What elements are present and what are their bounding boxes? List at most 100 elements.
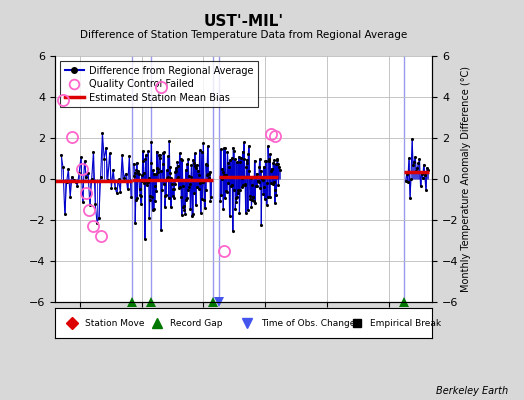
Point: [183, 187, 192, 193]
Point: [249, 194, 257, 200]
Point: [252, 182, 260, 189]
Point: [202, 161, 210, 168]
Point: [203, 143, 212, 150]
Point: [151, 171, 160, 177]
Point: [79, 199, 87, 205]
Point: [107, 184, 116, 191]
Point: [219, 206, 227, 212]
Point: [66, 194, 74, 200]
Point: [208, 176, 216, 183]
Point: [200, 197, 209, 203]
Point: [150, 171, 158, 177]
Point: [412, 168, 420, 174]
Text: Station Move: Station Move: [85, 318, 145, 328]
Point: [223, 188, 231, 195]
Point: [413, 165, 422, 171]
Point: [170, 186, 178, 192]
Point: [148, 194, 156, 200]
Point: [158, 187, 166, 194]
Point: [111, 184, 119, 191]
Point: [254, 178, 263, 184]
Point: [114, 176, 123, 182]
Point: [221, 145, 230, 152]
Point: [167, 175, 176, 182]
Legend: Difference from Regional Average, Quality Control Failed, Estimated Station Mean: Difference from Regional Average, Qualit…: [60, 61, 258, 107]
Point: [168, 192, 177, 199]
Point: [272, 192, 280, 198]
Point: [184, 173, 193, 179]
Point: [185, 184, 193, 190]
Point: [206, 168, 214, 175]
Point: [130, 170, 139, 177]
Point: [411, 154, 419, 160]
Point: [171, 168, 179, 175]
Point: [180, 203, 188, 209]
Point: [273, 155, 281, 162]
Point: [137, 200, 145, 207]
Point: [230, 186, 238, 193]
Point: [423, 164, 431, 171]
Point: [191, 150, 199, 157]
Point: [267, 179, 275, 186]
Point: [201, 205, 209, 211]
Point: [271, 186, 280, 193]
Point: [265, 158, 273, 164]
Text: Berkeley Earth: Berkeley Earth: [436, 386, 508, 396]
Point: [245, 143, 253, 149]
Point: [163, 174, 172, 180]
Point: [188, 211, 196, 217]
Point: [262, 158, 270, 164]
Point: [228, 154, 236, 161]
Text: Difference of Station Temperature Data from Regional Average: Difference of Station Temperature Data f…: [80, 30, 407, 40]
Point: [167, 204, 175, 211]
Point: [133, 195, 141, 201]
Point: [217, 192, 225, 198]
Point: [155, 152, 163, 158]
Point: [146, 197, 155, 204]
Point: [183, 161, 191, 167]
Point: [275, 166, 283, 173]
Point: [226, 174, 235, 181]
Point: [109, 166, 117, 173]
Point: [261, 158, 270, 164]
Point: [416, 156, 424, 162]
Point: [170, 181, 179, 188]
Point: [248, 182, 257, 188]
Point: [267, 168, 276, 174]
Point: [182, 166, 190, 173]
Point: [221, 194, 229, 201]
Point: [177, 156, 185, 162]
Point: [187, 162, 195, 169]
Point: [422, 187, 430, 193]
Point: [194, 172, 203, 178]
Point: [222, 172, 230, 178]
Point: [269, 181, 277, 188]
Point: [188, 213, 196, 220]
Point: [187, 174, 195, 180]
Point: [227, 183, 235, 189]
Point: [239, 155, 248, 162]
Point: [134, 169, 143, 176]
Point: [169, 186, 177, 193]
Point: [131, 220, 139, 226]
Point: [144, 179, 152, 185]
Point: [181, 210, 189, 217]
Point: [246, 196, 255, 202]
Point: [164, 153, 172, 159]
Point: [62, 179, 71, 186]
Point: [141, 156, 150, 162]
Point: [169, 194, 178, 201]
Point: [198, 196, 206, 202]
Point: [417, 183, 425, 190]
Point: [237, 184, 246, 190]
Point: [98, 130, 106, 136]
Point: [263, 202, 271, 208]
Point: [178, 157, 187, 163]
Point: [225, 164, 233, 171]
Point: [233, 194, 242, 200]
Point: [143, 181, 151, 188]
Point: [100, 156, 108, 162]
Y-axis label: Monthly Temperature Anomaly Difference (°C): Monthly Temperature Anomaly Difference (…: [461, 66, 471, 292]
Point: [260, 183, 269, 190]
Point: [264, 143, 272, 149]
